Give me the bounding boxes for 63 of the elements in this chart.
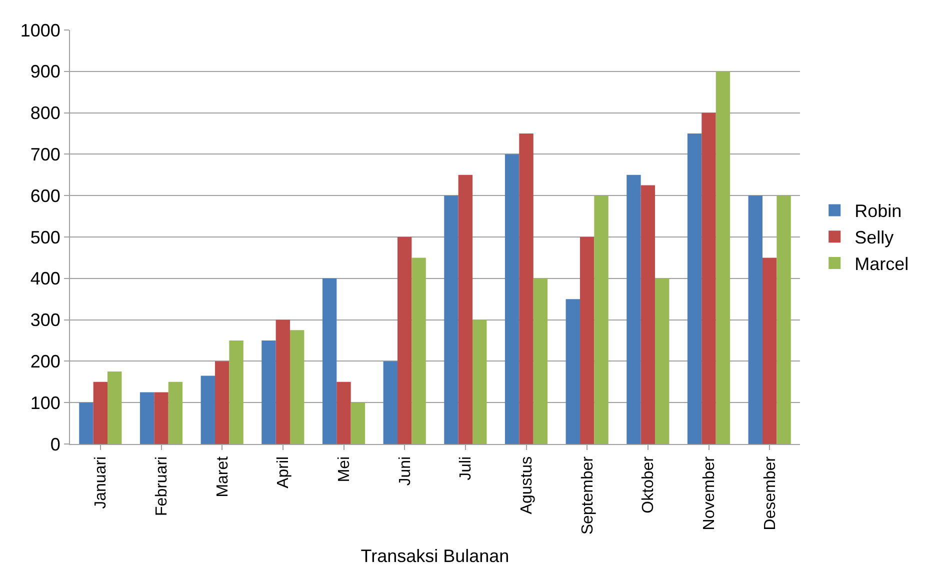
- bar: [322, 278, 337, 444]
- x-tick-label: Mei: [336, 456, 353, 482]
- bar: [776, 196, 791, 444]
- bar: [229, 340, 244, 444]
- bar: [397, 237, 412, 444]
- bar: [702, 112, 716, 444]
- x-tick-label: Maret: [214, 456, 232, 498]
- x-tick-label: Februari: [153, 456, 170, 516]
- legend-label: Robin: [854, 201, 902, 222]
- x-tick-label: April: [275, 456, 292, 488]
- y-tick-label: 400: [30, 268, 60, 289]
- bar: [350, 402, 366, 444]
- bar: [472, 320, 487, 444]
- bar: [108, 372, 122, 444]
- bar: [519, 134, 534, 444]
- bar: [412, 258, 426, 444]
- bar: [566, 299, 580, 444]
- bar: [626, 174, 641, 444]
- bar: [140, 392, 154, 444]
- bar: [79, 402, 94, 444]
- bar: [594, 196, 608, 444]
- bar: [383, 361, 398, 444]
- bar: [716, 71, 730, 444]
- y-tick-label: 200: [30, 352, 60, 372]
- bar: [336, 382, 351, 444]
- bar: [580, 237, 594, 444]
- bar: [276, 320, 290, 444]
- x-tick-label: Oktober: [640, 456, 658, 514]
- bar: [262, 340, 276, 444]
- bar: [168, 382, 183, 444]
- x-tick-label: Agustus: [518, 456, 536, 514]
- bar: [748, 196, 762, 444]
- y-tick-label: 800: [30, 103, 60, 124]
- y-tick-label: 300: [30, 310, 60, 330]
- bar: [93, 382, 108, 444]
- bar: [200, 376, 215, 444]
- bar: [504, 154, 520, 444]
- y-tick-label: 600: [30, 186, 60, 206]
- y-tick-label: 1000: [20, 20, 60, 40]
- bar: [687, 134, 702, 444]
- y-tick-label: 0: [50, 434, 60, 454]
- bar: [444, 196, 458, 444]
- x-tick-label: September: [579, 456, 596, 535]
- bar: [458, 174, 473, 444]
- legend-label: Marcel: [854, 254, 909, 274]
- bar: [290, 330, 304, 444]
- legend-label: Selly: [854, 228, 894, 248]
- bar: [640, 185, 656, 444]
- y-tick-label: 100: [30, 392, 60, 413]
- x-tick-label: November: [700, 456, 718, 530]
- y-tick-label: 700: [30, 144, 60, 164]
- bar: [154, 392, 168, 444]
- bar: [762, 258, 777, 444]
- x-tick-label: Desember: [762, 456, 779, 530]
- x-axis-title: Transaksi Bulanan: [360, 546, 510, 566]
- bar: [533, 278, 548, 444]
- x-tick-label: Juni: [396, 456, 414, 486]
- bar: [655, 278, 670, 444]
- y-tick-label: 500: [30, 227, 60, 248]
- x-tick-label: Januari: [92, 456, 110, 509]
- y-tick-label: 900: [30, 62, 60, 82]
- bar: [214, 361, 230, 444]
- x-tick-label: Juli: [458, 456, 475, 480]
